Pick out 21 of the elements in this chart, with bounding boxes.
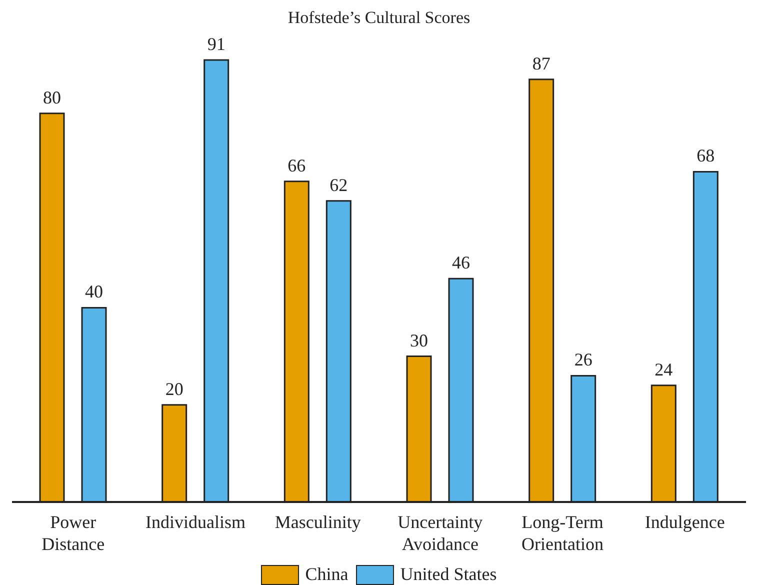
data-label: 20 xyxy=(165,378,184,399)
x-tick-label: Indulgence xyxy=(644,512,725,532)
x-tick-label: Long-Term Orientation xyxy=(522,512,604,554)
data-label: 87 xyxy=(532,53,550,74)
chart-title: Hofstede’s Cultural Scores xyxy=(286,8,472,29)
x-tick-label: Uncertainty Avoidance xyxy=(398,512,483,554)
data-label: 26 xyxy=(574,350,592,370)
legend-label: United States xyxy=(400,564,497,585)
data-label: 30 xyxy=(410,330,428,350)
x-tick-label: Power Distance xyxy=(42,512,105,554)
data-label: 40 xyxy=(85,282,103,302)
data-label: 66 xyxy=(288,155,306,176)
data-label: 91 xyxy=(207,34,226,54)
x-tick-label: Individualism xyxy=(146,512,246,532)
data-label: 68 xyxy=(696,146,715,166)
data-label: 24 xyxy=(654,359,673,380)
data-label: 80 xyxy=(43,87,61,108)
data-label: 46 xyxy=(452,252,470,273)
legend-label: China xyxy=(305,564,348,585)
data-label: 62 xyxy=(330,174,348,195)
x-tick-label: Masculinity xyxy=(274,512,361,532)
